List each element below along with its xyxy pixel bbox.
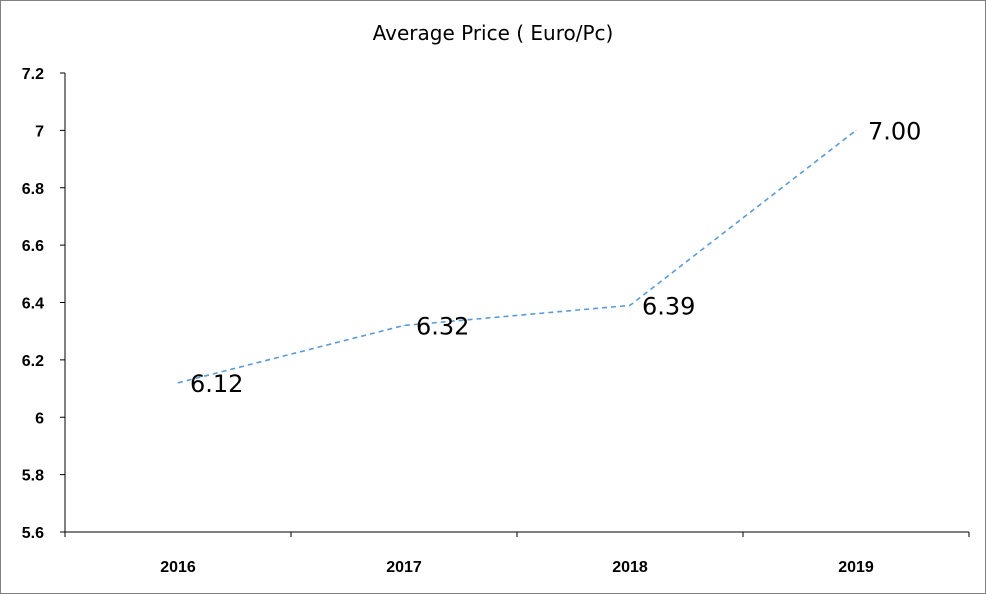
- data-point: [403, 324, 405, 326]
- series-line-path: [177, 129, 857, 384]
- chart-title: Average Price ( Euro/Pc): [373, 21, 614, 45]
- data-label: 7.00: [868, 117, 921, 145]
- y-tick-label: 6.2: [22, 353, 44, 370]
- data-label: 6.39: [642, 292, 695, 320]
- x-tick-label: 2019: [838, 559, 874, 576]
- y-tick-label: 6: [35, 410, 44, 427]
- x-tick-label: 2017: [386, 559, 422, 576]
- x-axis: 2016 2017 2018 2019: [64, 531, 970, 576]
- series-line: [177, 129, 857, 384]
- y-tick-label: 5.8: [22, 468, 44, 485]
- y-axis: 5.6 5.8 6 6.2 6.4 6.6 6.8 7 7.2: [22, 66, 66, 542]
- x-tick-label: 2018: [612, 559, 648, 576]
- y-tick-label: 6.8: [22, 181, 44, 198]
- y-tick-label: 5.6: [22, 525, 44, 542]
- y-tick-label: 6.4: [22, 296, 44, 313]
- data-point: [629, 304, 631, 306]
- y-tick-label: 7.2: [22, 66, 44, 83]
- data-point: [177, 382, 179, 384]
- data-labels: 6.12 6.32 6.39 7.00: [190, 117, 921, 397]
- x-tick-label: 2016: [160, 559, 196, 576]
- data-label: 6.32: [416, 312, 469, 340]
- y-tick-label: 7: [35, 123, 44, 140]
- y-tick-label: 6.6: [22, 238, 44, 255]
- data-point: [855, 129, 857, 131]
- data-label: 6.12: [190, 370, 243, 398]
